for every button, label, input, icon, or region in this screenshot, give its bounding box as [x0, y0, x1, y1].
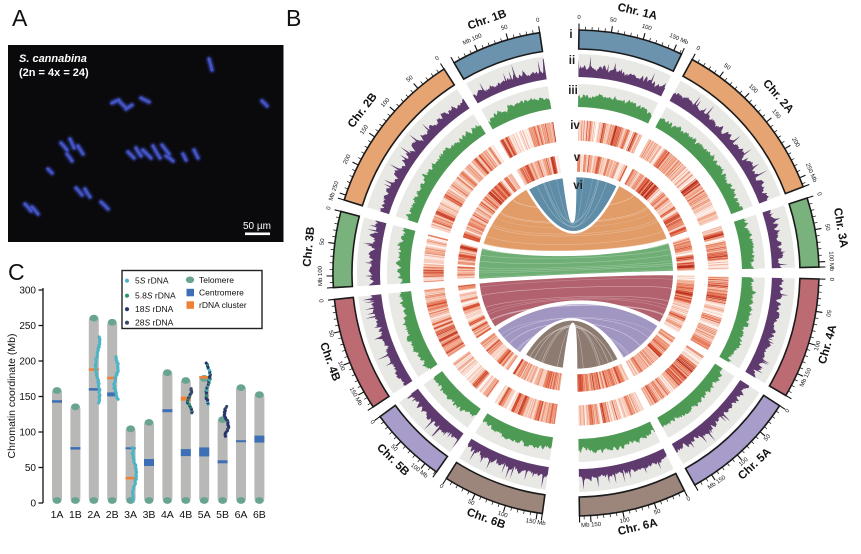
svg-text:0: 0: [815, 192, 822, 198]
svg-text:Mb 100: Mb 100: [318, 265, 324, 286]
svg-text:200: 200: [19, 357, 36, 368]
svg-text:iii: iii: [568, 85, 578, 97]
svg-text:100: 100: [619, 517, 631, 525]
svg-text:0: 0: [686, 496, 692, 503]
svg-text:100: 100: [19, 428, 36, 439]
svg-text:100: 100: [814, 340, 823, 352]
svg-text:5A: 5A: [198, 509, 211, 521]
svg-text:100 Mb: 100 Mb: [827, 251, 834, 272]
svg-text:rDNA cluster: rDNA cluster: [199, 300, 247, 310]
svg-text:i: i: [569, 29, 572, 41]
svg-text:28S rDNA: 28S rDNA: [135, 318, 174, 328]
svg-text:6A: 6A: [235, 509, 248, 521]
svg-text:C: C: [8, 259, 25, 285]
svg-text:50: 50: [609, 17, 617, 24]
svg-text:Telomere: Telomere: [199, 275, 234, 285]
svg-text:250: 250: [19, 321, 36, 332]
svg-text:3A: 3A: [124, 509, 137, 521]
svg-text:0: 0: [438, 484, 445, 491]
svg-text:0: 0: [30, 499, 36, 510]
svg-text:50: 50: [824, 309, 831, 317]
svg-text:Chr. 3B: Chr. 3B: [301, 226, 317, 267]
svg-text:Centromere: Centromere: [199, 288, 244, 298]
svg-text:50: 50: [722, 63, 731, 72]
svg-text:ii: ii: [569, 55, 575, 67]
svg-text:100: 100: [336, 360, 346, 372]
svg-text:0: 0: [577, 15, 581, 21]
svg-text:50: 50: [320, 238, 327, 246]
svg-text:5.8S rDNA: 5.8S rDNA: [135, 291, 176, 301]
svg-text:iv: iv: [570, 120, 580, 132]
svg-text:300: 300: [19, 286, 36, 297]
svg-text:(2n = 4x = 24): (2n = 4x = 24): [19, 67, 89, 79]
svg-text:2A: 2A: [87, 509, 100, 521]
svg-text:Mb 150: Mb 150: [581, 522, 602, 529]
svg-text:100: 100: [747, 84, 759, 96]
svg-text:B: B: [286, 5, 301, 31]
svg-text:150: 150: [19, 392, 36, 403]
svg-text:3B: 3B: [143, 509, 156, 521]
svg-text:150: 150: [770, 109, 781, 121]
svg-text:v: v: [574, 152, 581, 164]
svg-text:0: 0: [368, 419, 375, 426]
svg-text:50: 50: [25, 463, 37, 474]
svg-text:50: 50: [500, 24, 509, 32]
svg-text:0: 0: [695, 45, 701, 52]
svg-text:2B: 2B: [106, 509, 119, 521]
svg-text:50: 50: [389, 444, 398, 453]
svg-text:50: 50: [467, 499, 476, 508]
svg-text:vi: vi: [573, 180, 583, 192]
svg-text:50: 50: [823, 224, 830, 232]
svg-text:0: 0: [828, 278, 834, 282]
svg-text:0: 0: [785, 408, 792, 415]
svg-text:100: 100: [497, 511, 509, 520]
svg-text:50 µm: 50 µm: [243, 221, 271, 232]
svg-text:150 Mb: 150 Mb: [525, 518, 546, 527]
svg-text:50: 50: [327, 330, 335, 339]
svg-text:100: 100: [641, 24, 653, 33]
svg-text:200: 200: [790, 137, 801, 149]
svg-text:1B: 1B: [69, 509, 82, 521]
svg-text:0: 0: [319, 298, 325, 303]
svg-text:150: 150: [359, 124, 370, 136]
svg-text:200: 200: [343, 153, 353, 165]
svg-text:50: 50: [763, 433, 772, 442]
svg-text:1A: 1A: [51, 509, 64, 521]
svg-text:6B: 6B: [253, 509, 266, 521]
svg-text:50: 50: [653, 508, 662, 516]
svg-text:S. cannabina: S. cannabina: [19, 53, 87, 65]
svg-text:18S rDNA: 18S rDNA: [135, 304, 174, 314]
svg-text:4B: 4B: [179, 509, 192, 521]
svg-text:A: A: [12, 5, 28, 31]
svg-text:0: 0: [434, 55, 441, 62]
svg-text:0: 0: [326, 205, 333, 210]
svg-text:0: 0: [536, 18, 541, 25]
svg-text:5B: 5B: [216, 509, 229, 521]
svg-text:50: 50: [406, 74, 415, 83]
svg-text:100: 100: [738, 456, 750, 468]
svg-text:100: 100: [380, 97, 392, 109]
svg-text:5S rDNA: 5S rDNA: [135, 276, 169, 286]
svg-text:4A: 4A: [161, 509, 174, 521]
svg-text:Chromatin coordinate (Mb): Chromatin coordinate (Mb): [6, 334, 18, 459]
